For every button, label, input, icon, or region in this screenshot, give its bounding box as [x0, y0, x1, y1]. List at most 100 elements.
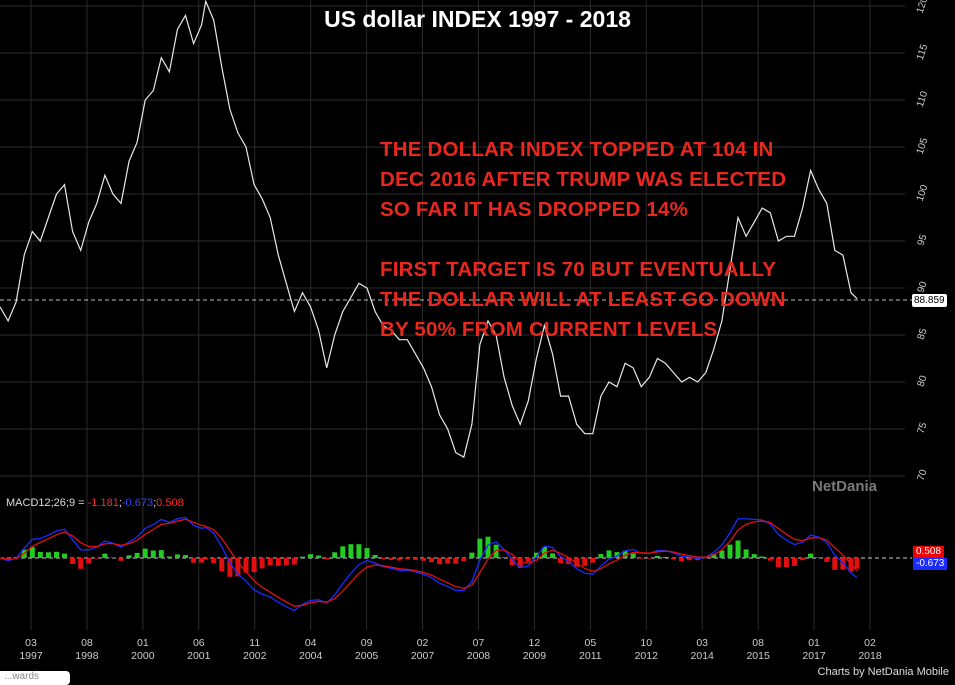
x-tick-month: 01: [808, 637, 820, 649]
x-tick-year: 2001: [187, 650, 211, 662]
x-tick-month: 11: [249, 637, 260, 649]
macd-hist-bar: [252, 558, 257, 572]
macd-lines: [0, 517, 857, 610]
macd-hist-bar: [284, 558, 289, 565]
macd-hist-bar: [598, 554, 603, 558]
macd-hist-bar: [102, 554, 107, 558]
macd-hist-bar: [405, 558, 410, 559]
macd-hist-bar: [356, 544, 361, 558]
macd-hist-bar: [135, 553, 140, 558]
x-tick-year: 2011: [579, 650, 602, 662]
x-tick-month: 02: [417, 637, 429, 649]
x-tick-month: 03: [696, 637, 708, 649]
macd-hist-value: 0.508: [156, 497, 184, 509]
macd-hist-bar: [800, 558, 805, 560]
macd-hist-bar: [671, 558, 676, 559]
macd-hist-bar: [62, 554, 67, 558]
y-tick-label: 75: [916, 421, 930, 435]
macd-hist-bar: [663, 557, 668, 558]
macd-hist-bar: [54, 552, 59, 558]
macd-hist-bar: [631, 553, 636, 558]
chart-credit: Charts by NetDania Mobile: [818, 666, 949, 678]
macd-hist-bar: [784, 558, 789, 567]
macd-hist-bar: [679, 558, 684, 561]
x-tick-month: 03: [25, 637, 37, 649]
x-tick-month: 04: [305, 637, 317, 649]
macd-hist-bar: [550, 553, 555, 558]
macd-hist-bar: [70, 558, 75, 564]
macd-hist-bar: [46, 552, 51, 558]
annotation-line: DEC 2016 AFTER TRUMP WAS ELECTED: [380, 165, 900, 195]
x-tick-year: 2017: [802, 650, 826, 662]
macd-hist-bar: [308, 554, 313, 558]
macd-hist-tag: 0.508: [913, 546, 944, 558]
x-tick-year: 1998: [75, 650, 99, 662]
macd-hist-bar: [340, 546, 345, 558]
y-tick-label: 80: [916, 374, 930, 388]
x-tick-year: 2005: [355, 650, 379, 662]
macd-hist-bar: [151, 551, 156, 559]
macd-hist-bar: [453, 558, 458, 564]
macd-hist-bar: [816, 557, 821, 558]
macd-hist-bar: [437, 558, 442, 564]
macd-value: -1.181: [88, 497, 119, 509]
last-price-tag: 88.859: [912, 294, 947, 307]
macd-histogram: [6, 537, 860, 577]
annotation-line: THE DOLLAR INDEX TOPPED AT 104 IN: [380, 135, 900, 165]
macd-hist-bar: [389, 558, 394, 560]
macd-hist-bar: [607, 550, 612, 558]
macd-hist-bar: [461, 558, 466, 561]
macd-hist-bar: [324, 558, 329, 560]
annotation-text: THE DOLLAR INDEX TOPPED AT 104 IN DEC 20…: [380, 135, 900, 345]
macd-hist-bar: [824, 558, 829, 562]
macd-hist-bar: [768, 558, 773, 561]
x-tick-year: 2004: [299, 650, 323, 662]
x-tick-month: 08: [752, 637, 764, 649]
macd-hist-bar: [348, 544, 353, 558]
macd-hist-bar: [110, 558, 115, 559]
y-tick-label: 105: [915, 136, 931, 156]
macd-hist-bar: [119, 558, 124, 561]
x-tick-month: 02: [864, 637, 876, 649]
macd-hist-bar: [167, 557, 172, 559]
macd-hist-bar: [300, 557, 305, 558]
macd-hist-bar: [227, 558, 232, 577]
macd-line: [0, 517, 857, 610]
x-tick-year: 2000: [131, 650, 155, 662]
macd-hist-bar: [365, 548, 370, 558]
x-axis: 0319970819980120000620011120020420040920…: [19, 637, 882, 662]
macd-hist-bar: [292, 558, 297, 565]
macd-hist-bar: [582, 558, 587, 566]
macd-hist-bar: [413, 558, 418, 560]
x-tick-year: 2009: [523, 650, 547, 662]
y-tick-label: 100: [915, 183, 931, 203]
macd-hist-bar: [429, 558, 434, 562]
macd-hist-bar: [687, 558, 692, 560]
macd-hist-bar: [855, 558, 860, 569]
y-tick-label: 110: [915, 90, 931, 109]
annotation-line: FIRST TARGET IS 70 BUT EVENTUALLY: [380, 255, 900, 285]
y-tick-label: 95: [916, 233, 930, 247]
macd-hist-bar: [276, 558, 281, 566]
macd-hist-bar: [808, 554, 813, 558]
x-tick-year: 1997: [19, 650, 43, 662]
x-tick-year: 2018: [858, 650, 882, 662]
macd-hist-bar: [445, 558, 450, 564]
chart-title: US dollar INDEX 1997 - 2018: [0, 6, 955, 33]
search-input-partial[interactable]: ...wards: [0, 671, 70, 685]
x-tick-month: 12: [529, 637, 541, 649]
x-tick-month: 06: [193, 637, 205, 649]
macd-hist-bar: [203, 558, 208, 560]
macd-hist-bar: [143, 549, 148, 558]
macd-signal-tag: -0.673: [913, 558, 947, 570]
macd-label: MACD12;26;9 = -1.181;-0.673;0.508: [6, 497, 184, 509]
x-tick-month: 08: [81, 637, 93, 649]
macd-hist-bar: [316, 556, 321, 559]
macd-hist-bar: [526, 558, 531, 562]
macd-hist-bar: [469, 553, 474, 558]
x-tick-year: 2002: [243, 650, 267, 662]
annotation-line: SO FAR IT HAS DROPPED 14%: [380, 195, 900, 225]
x-tick-month: 07: [473, 637, 485, 649]
macd-hist-bar: [268, 558, 273, 565]
